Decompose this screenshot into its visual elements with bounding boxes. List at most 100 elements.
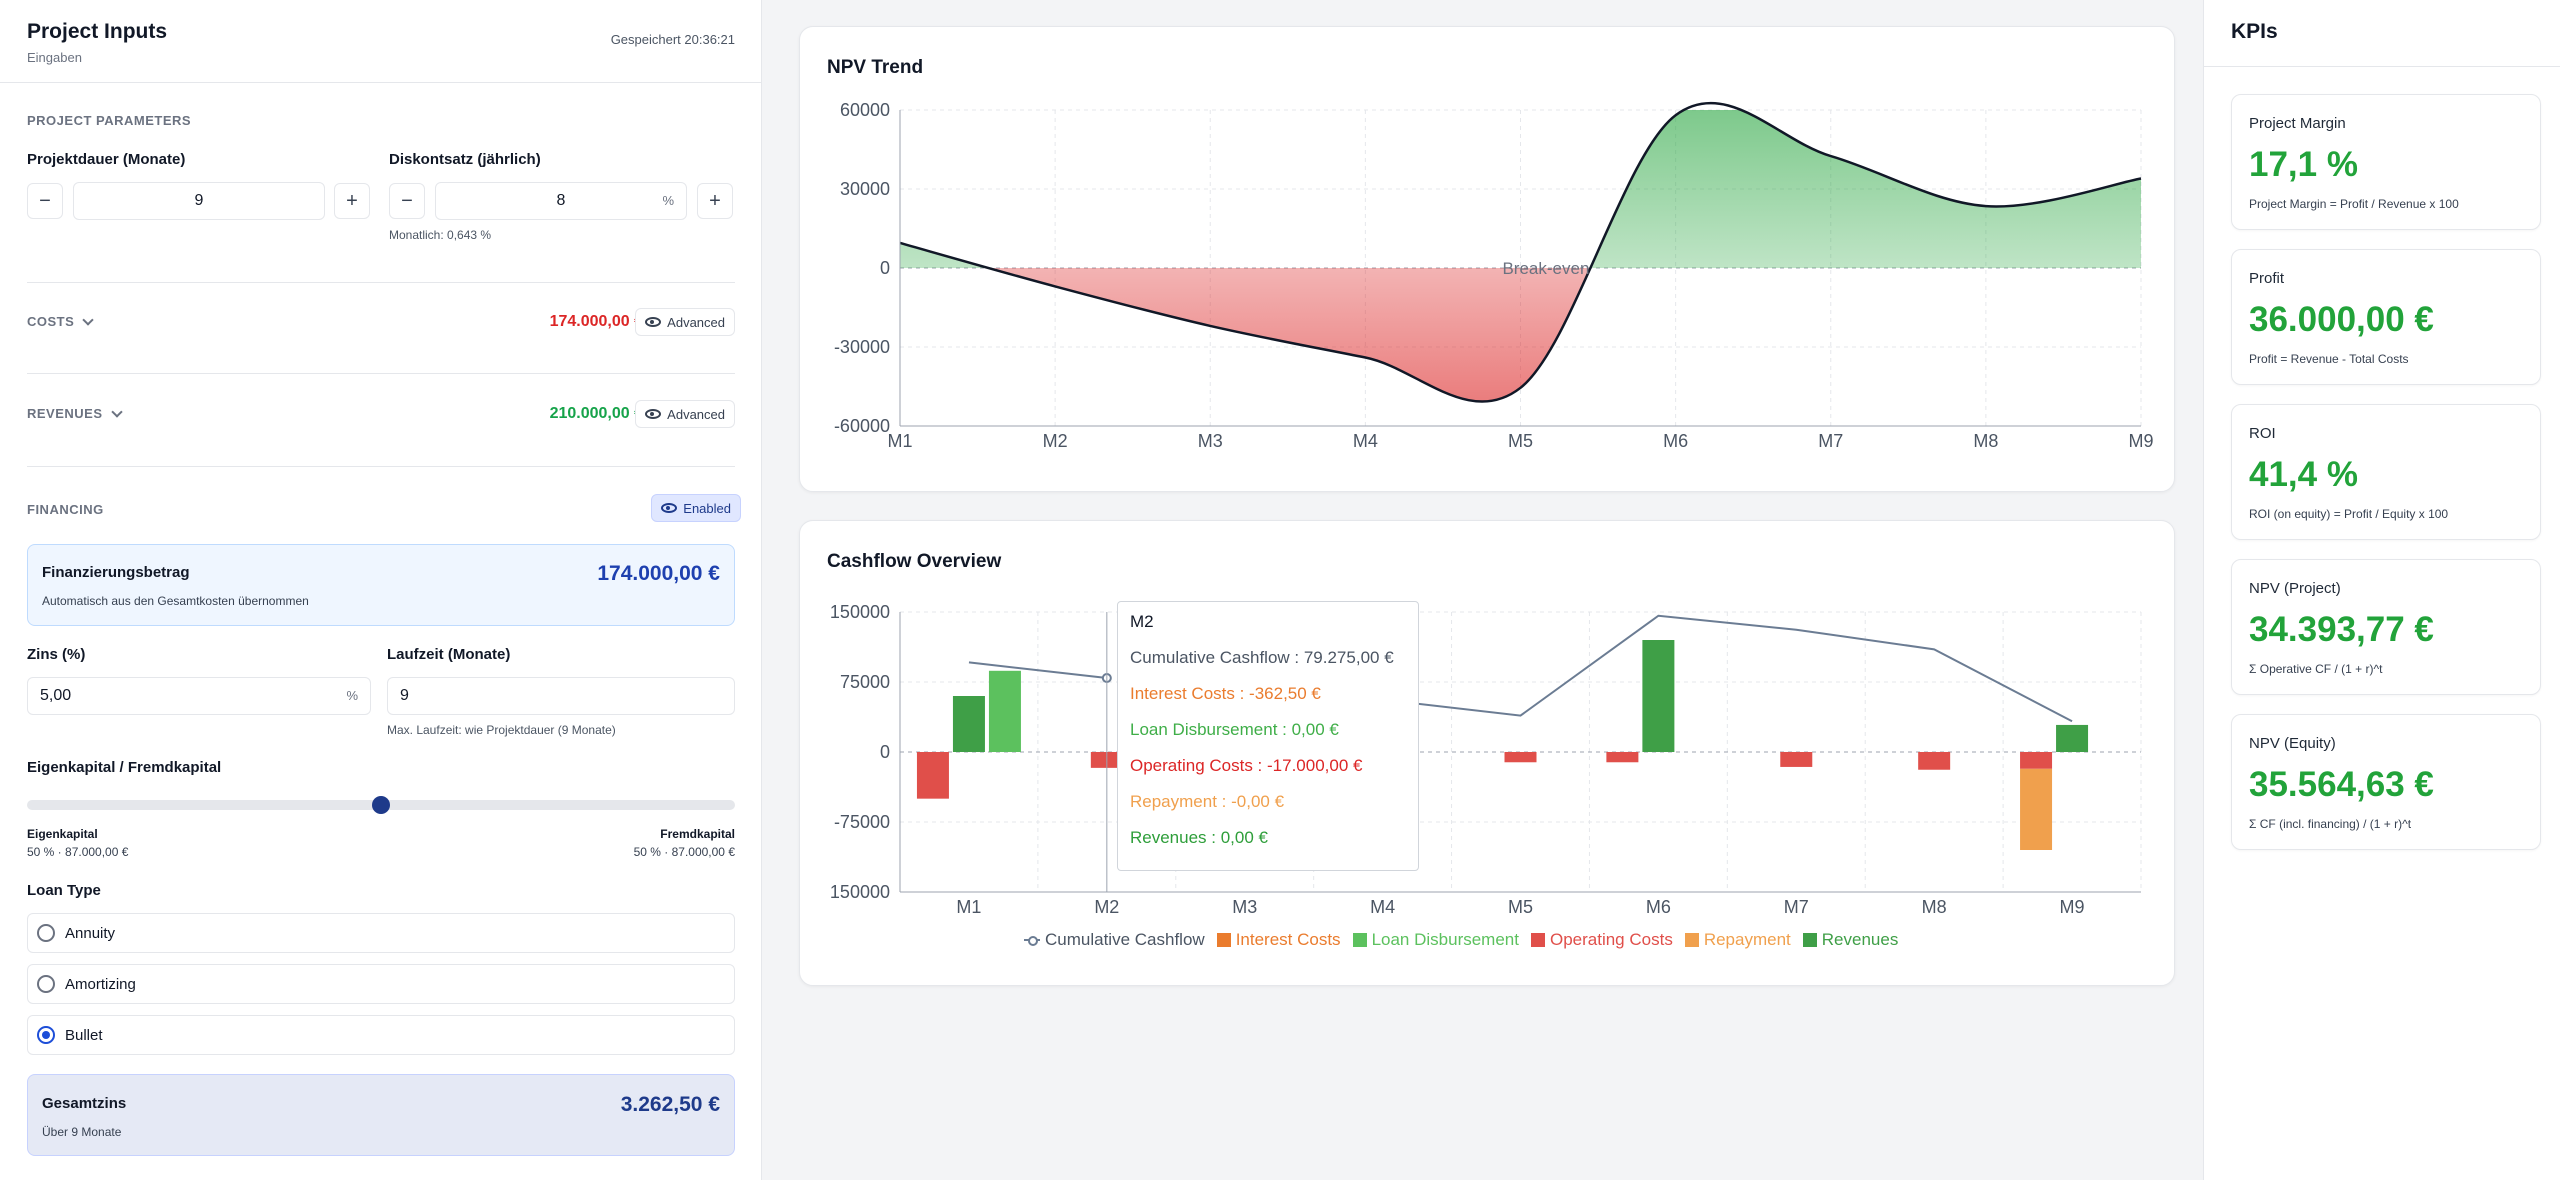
advanced-label: Advanced	[667, 314, 725, 330]
minus-icon: −	[39, 189, 51, 212]
x-tick-label: M4	[1370, 897, 1395, 917]
costs-advanced-button[interactable]: Advanced	[635, 308, 735, 336]
panel-header: Project Inputs Eingaben Gespeichert 20:3…	[27, 20, 735, 70]
kpi-value: 35.564,63 €	[2249, 765, 2434, 804]
duration-label: Projektdauer (Monate)	[27, 151, 186, 168]
legend-item[interactable]: Revenues	[1802, 930, 1898, 950]
kpi-value: 36.000,00 €	[2249, 300, 2434, 339]
loan-type-bullet[interactable]: Bullet	[27, 1015, 735, 1055]
cashflow-bar[interactable]	[988, 670, 1021, 752]
kpi-panel: KPIs Project Margin 17,1 % Project Margin …	[2203, 0, 2560, 1180]
x-tick-label: M6	[1663, 431, 1688, 451]
legend-item[interactable]: Operating Costs	[1530, 930, 1673, 950]
financing-amount-note: Automatisch aus den Gesamtkosten übernom…	[42, 594, 309, 608]
cashflow-bar[interactable]	[1918, 752, 1951, 770]
costs-total: 174.000,00 €	[549, 313, 643, 330]
x-tick-label: M9	[2128, 431, 2153, 451]
y-tick-label: -75000	[834, 812, 890, 832]
duration-input[interactable]: 9	[73, 182, 325, 220]
color-swatch-icon	[1352, 933, 1367, 947]
equity-label: Eigenkapital	[27, 827, 98, 841]
cashflow-bar[interactable]	[1642, 640, 1675, 752]
cashflow-bar[interactable]	[2020, 768, 2053, 850]
y-tick-label: 30000	[840, 179, 890, 199]
discount-rate-input[interactable]: 8 %	[435, 182, 687, 220]
x-tick-label: M9	[2060, 897, 2085, 917]
loan-type-amortizing[interactable]: Amortizing	[27, 964, 735, 1004]
kpi-card: NPV (Equity) 35.564,63 € Σ CF (incl. finan…	[2231, 714, 2541, 850]
cashflow-bar[interactable]	[916, 752, 949, 799]
revenues-advanced-button[interactable]: Advanced	[635, 400, 735, 428]
discount-decrement-button[interactable]: −	[389, 183, 425, 219]
cashflow-bar[interactable]	[1780, 752, 1813, 767]
cashflow-bar[interactable]	[1606, 752, 1639, 763]
y-tick-label: 150000	[830, 602, 890, 622]
costs-section-toggle[interactable]: COSTS	[27, 313, 94, 329]
kpi-label: NPV (Equity)	[2249, 735, 2336, 752]
cashflow-bar[interactable]	[2056, 724, 2089, 752]
cashflow-bar[interactable]	[2020, 752, 2053, 769]
chevron-down-icon	[82, 313, 94, 326]
loan-type-option-label: Bullet	[65, 1026, 103, 1044]
project-parameters-heading: PROJECT PARAMETERS	[27, 113, 192, 128]
x-tick-label: M1	[956, 897, 981, 917]
duration-increment-button[interactable]: +	[334, 183, 370, 219]
cashflow-bar[interactable]	[952, 696, 985, 752]
interest-rate-input[interactable]: 5,00 %	[27, 677, 371, 715]
x-tick-label: M2	[1043, 431, 1068, 451]
total-interest-note: Über 9 Monate	[42, 1125, 122, 1139]
y-tick-label: 75000	[840, 672, 890, 692]
revenues-total: 210.000,00 €	[549, 405, 643, 422]
financing-amount-title: Finanzierungsbetrag	[42, 564, 190, 581]
legend-item[interactable]: Loan Disbursement	[1352, 930, 1519, 950]
tooltip-row: Revenues : 0,00 €	[1130, 828, 1268, 847]
revenues-section-toggle[interactable]: REVENUES	[27, 405, 123, 421]
percent-unit: %	[346, 688, 358, 703]
y-tick-label: 0	[880, 742, 890, 762]
loan-type-annuity[interactable]: Annuity	[27, 913, 735, 953]
discount-increment-button[interactable]: +	[697, 183, 733, 219]
kpi-formula: Profit = Revenue - Total Costs	[2249, 352, 2409, 366]
financing-label: FINANCING	[27, 502, 104, 517]
divider	[27, 466, 735, 467]
legend-item[interactable]: Repayment	[1684, 930, 1791, 950]
plus-icon: +	[346, 189, 358, 212]
tooltip-title: M2	[1130, 612, 1154, 631]
x-tick-label: M3	[1198, 431, 1223, 451]
legend-label: Interest Costs	[1235, 930, 1341, 949]
plus-icon: +	[709, 189, 721, 212]
loan-type-option-label: Annuity	[65, 924, 116, 942]
total-interest-title: Gesamtzins	[42, 1095, 127, 1112]
legend-item[interactable]: Cumulative Cashflow	[1024, 930, 1205, 950]
cumulative-cashflow-line	[968, 661, 1107, 680]
y-tick-label: 0	[880, 258, 890, 278]
break-even-label: Break-even	[1502, 259, 1589, 278]
term-input[interactable]: 9	[387, 677, 735, 715]
x-tick-label: M2	[1094, 897, 1119, 917]
divider	[27, 282, 735, 283]
legend-item[interactable]: Interest Costs	[1216, 930, 1341, 950]
y-tick-label: 150000	[830, 882, 890, 902]
tooltip-row: Operating Costs : -17.000,00 €	[1130, 756, 1363, 775]
radio-icon	[37, 975, 55, 993]
financing-amount-box: Finanzierungsbetrag Automatisch aus den …	[27, 544, 735, 626]
loan-type-label: Loan Type	[27, 882, 101, 899]
cashflow-bar[interactable]	[1504, 752, 1537, 763]
interest-rate-label: Zins (%)	[27, 646, 86, 663]
duration-decrement-button[interactable]: −	[27, 183, 63, 219]
y-tick-label: 60000	[840, 100, 890, 120]
kpi-value: 41,4 %	[2249, 455, 2358, 494]
loan-type-option-label: Amortizing	[65, 975, 136, 993]
radio-checked-icon	[37, 1026, 55, 1044]
eye-icon	[661, 503, 678, 513]
equity-value: 50 % · 87.000,00 €	[27, 845, 129, 859]
kpi-card: Profit 36.000,00 € Profit = Revenue - Tota…	[2231, 249, 2541, 385]
x-tick-label: M7	[1818, 431, 1843, 451]
color-swatch-icon	[1530, 933, 1545, 947]
color-swatch-icon	[1216, 933, 1231, 947]
financing-enabled-toggle[interactable]: Enabled	[651, 494, 741, 522]
slider-thumb[interactable]	[372, 796, 390, 814]
costs-label: COSTS	[27, 314, 75, 329]
x-tick-label: M8	[1922, 897, 1947, 917]
kpi-formula: ROI (on equity) = Profit / Equity x 100	[2249, 507, 2449, 521]
